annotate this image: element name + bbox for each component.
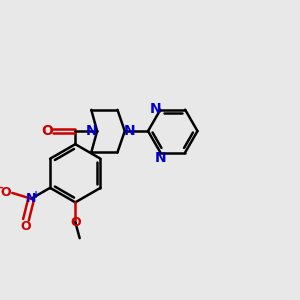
Text: O: O [41,124,53,138]
Text: O: O [70,216,81,229]
Text: N: N [149,102,161,116]
Text: N: N [155,151,167,165]
Text: N: N [124,124,136,138]
Text: N: N [26,192,36,205]
Text: O: O [1,186,11,199]
Text: -: - [0,183,3,193]
Text: +: + [32,190,40,200]
Text: O: O [21,220,31,232]
Text: N: N [86,124,98,138]
